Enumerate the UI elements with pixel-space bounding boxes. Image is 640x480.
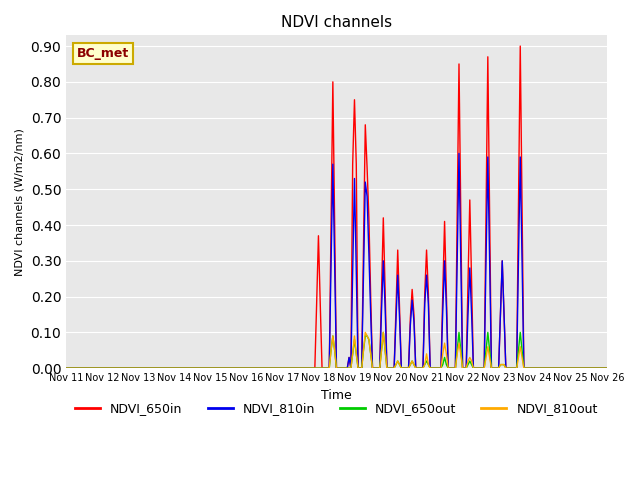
Y-axis label: NDVI channels (W/m2/nm): NDVI channels (W/m2/nm) bbox=[15, 128, 25, 276]
Title: NDVI channels: NDVI channels bbox=[281, 15, 392, 30]
X-axis label: Time: Time bbox=[321, 389, 352, 402]
Text: BC_met: BC_met bbox=[77, 47, 129, 60]
Legend: NDVI_650in, NDVI_810in, NDVI_650out, NDVI_810out: NDVI_650in, NDVI_810in, NDVI_650out, NDV… bbox=[70, 397, 603, 420]
